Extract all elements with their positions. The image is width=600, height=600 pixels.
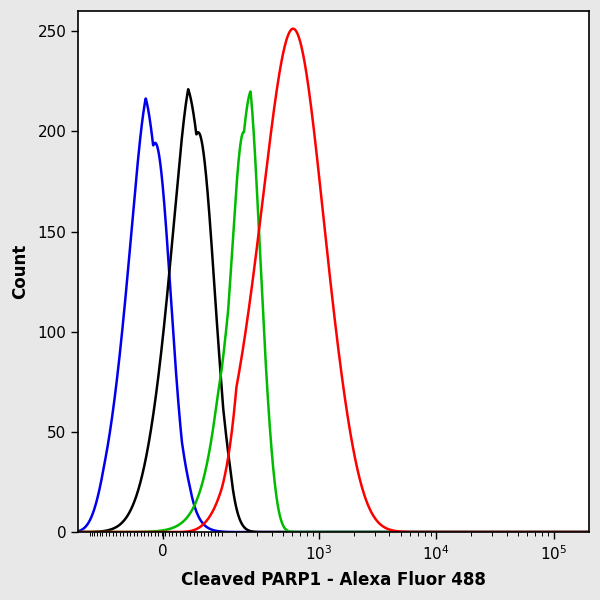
Y-axis label: Count: Count — [11, 244, 29, 299]
X-axis label: Cleaved PARP1 - Alexa Fluor 488: Cleaved PARP1 - Alexa Fluor 488 — [181, 571, 486, 589]
